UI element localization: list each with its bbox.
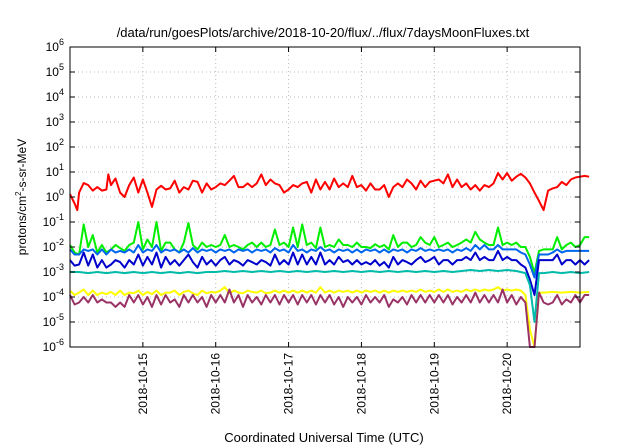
y-axis-label-base: protons/cm: [15, 196, 29, 255]
y-tick-label-base: 10: [43, 265, 57, 279]
y-tick-label: 104: [46, 87, 64, 104]
y-tick-label-base: 10: [46, 115, 60, 129]
y-tick-label-base: 10: [46, 90, 60, 104]
y-tick-label: 101: [46, 162, 64, 179]
y-tick-label-exponent: 3: [59, 112, 64, 122]
y-tick-label-base: 10: [43, 215, 57, 229]
x-tick-label: 2018-10-19: [427, 353, 441, 415]
x-axis-label: Coordinated Universal Time (UTC): [224, 430, 423, 445]
y-tick-label-exponent: -3: [56, 262, 64, 272]
data-series: [69, 172, 590, 348]
series-line-5: [70, 269, 590, 323]
y-tick-label-exponent: -2: [56, 237, 64, 247]
series-line-4: [69, 249, 590, 296]
y-tick-label: 10-1: [43, 212, 64, 229]
series-line-3: [69, 244, 590, 279]
y-tick-label-base: 10: [46, 190, 60, 204]
x-tick-label: 2018-10-16: [209, 353, 223, 415]
y-tick-label-exponent: 0: [59, 187, 64, 197]
chart-title: /data/run/goesPlots/archive/2018-10-20/f…: [117, 25, 530, 40]
y-tick-label-base: 10: [43, 340, 57, 354]
series-line-2: [69, 221, 590, 275]
y-tick-label-base: 10: [43, 290, 57, 304]
y-tick-label-base: 10: [46, 165, 60, 179]
x-tick-label: 2018-10-15: [136, 353, 150, 415]
y-axis-label: protons/cm2-s-sr-MeV: [14, 139, 29, 255]
y-tick-label-base: 10: [43, 315, 57, 329]
y-tick-label: 102: [46, 137, 64, 154]
y-tick-label: 10-2: [43, 237, 64, 254]
y-tick-label-exponent: -6: [56, 337, 64, 347]
y-tick-label: 10-4: [43, 287, 64, 304]
x-tick-label: 2018-10-18: [354, 353, 368, 415]
x-tick-label: 2018-10-20: [500, 353, 514, 415]
y-tick-label-exponent: -5: [56, 312, 64, 322]
y-tick-label-exponent: 1: [59, 162, 64, 172]
x-tick-label: 2018-10-17: [282, 353, 296, 415]
y-tick-label-base: 10: [46, 40, 60, 54]
series-line-6: [69, 286, 590, 348]
y-tick-label-exponent: 6: [59, 37, 64, 47]
y-tick-label-exponent: 4: [59, 87, 64, 97]
y-axis-label-sup: 2: [14, 191, 23, 196]
y-tick-label: 100: [46, 187, 64, 204]
y-tick-label: 105: [46, 62, 64, 79]
y-tick-label: 10-3: [43, 262, 64, 279]
y-tick-label: 103: [46, 112, 64, 129]
y-axis-ticks: 10-610-510-410-310-210-11001011021031041…: [43, 37, 580, 354]
x-axis-ticks: 2018-10-15 2018-10-16 2018-10-17 2018-10-18…: [136, 47, 514, 414]
y-tick-label: 10-6: [43, 337, 64, 354]
y-tick-label: 106: [46, 37, 64, 54]
y-tick-label: 10-5: [43, 312, 64, 329]
y-tick-label-base: 10: [43, 240, 57, 254]
y-tick-label-exponent: -4: [56, 287, 64, 297]
y-tick-label-exponent: -1: [56, 212, 64, 222]
y-tick-label-exponent: 2: [59, 137, 64, 147]
series-line-7: [69, 288, 590, 348]
y-tick-label-base: 10: [46, 140, 60, 154]
y-tick-label-base: 10: [46, 65, 60, 79]
y-tick-label-exponent: 5: [59, 62, 64, 72]
y-axis-label-rest: -s-sr-MeV: [15, 139, 29, 192]
series-line-1: [69, 172, 590, 212]
